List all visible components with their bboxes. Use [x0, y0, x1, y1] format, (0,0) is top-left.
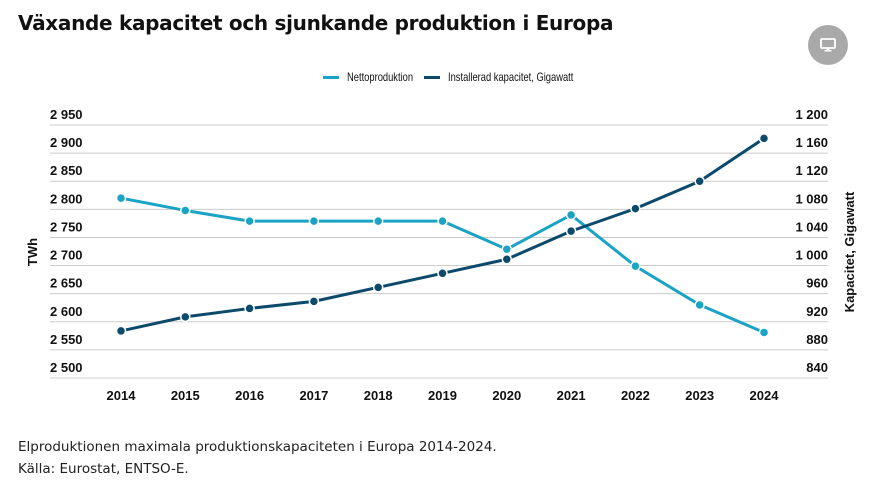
x-tick-label: 2021	[557, 388, 586, 403]
y-right-tick-label: 880	[806, 332, 828, 347]
y-right-tick-label: 1 200	[795, 107, 828, 122]
gridlines	[50, 124, 828, 379]
x-tick-label: 2020	[492, 388, 521, 403]
caption: Elproduktionen maximala produktionskapac…	[18, 436, 497, 480]
x-tick-label: 2016	[235, 388, 264, 403]
data-point[interactable]	[180, 205, 191, 216]
x-tick-label: 2018	[364, 388, 393, 403]
chart-title: Växande kapacitet och sjunkande produkti…	[18, 11, 614, 35]
x-tick-label: 2023	[685, 388, 714, 403]
x-tick-label: 2014	[107, 388, 137, 403]
series-capacity	[115, 133, 770, 337]
y-right-tick-label: 1 120	[795, 163, 828, 178]
y-right-tick-label: 840	[806, 360, 828, 375]
data-point[interactable]	[694, 299, 705, 311]
y-tick-label: 2 550	[50, 332, 83, 347]
monitor-icon	[820, 38, 836, 52]
y-tick-label: 2 900	[50, 135, 83, 150]
legend-item-capacity[interactable]: Installerad kapacitet, Gigawatt	[423, 70, 573, 84]
legend-swatch-netto	[323, 75, 340, 79]
y-tick-label: 2 750	[50, 219, 83, 234]
x-tick-label: 2017	[299, 388, 328, 403]
fullscreen-button[interactable]	[808, 25, 848, 65]
legend: Nettoproduktion Installerad kapacitet, G…	[0, 70, 892, 84]
y-axis-left-title: TWh	[25, 238, 40, 266]
series-netto	[115, 192, 770, 338]
data-point[interactable]	[501, 244, 513, 255]
line-capacity	[120, 137, 765, 333]
legend-label-netto: Nettoproduktion	[347, 70, 414, 84]
caption-source: Källa: Eurostat, ENTSO-E.	[18, 461, 189, 477]
data-point[interactable]	[308, 215, 320, 227]
data-point[interactable]	[115, 192, 127, 204]
data-point[interactable]	[244, 215, 255, 227]
data-point[interactable]	[115, 325, 127, 337]
x-axis-ticks: 2014 2015 2016 2017 2018 2019 2020 2021 2022 2023…	[107, 388, 780, 403]
data-point[interactable]	[437, 215, 448, 227]
y-right-tick-label: 920	[806, 304, 828, 319]
data-point[interactable]	[308, 296, 320, 307]
y-axis-right-title: Kapacitet, Gigawatt	[842, 191, 857, 312]
y-tick-label: 2 950	[50, 107, 83, 122]
data-point[interactable]	[180, 311, 191, 323]
legend-swatch-capacity	[423, 75, 440, 79]
y-right-tick-label: 1 080	[795, 191, 828, 206]
y-axis-right-ticks: 840 880 920 960 1 000 1 040 1 080 1 120 1 160 1 2…	[795, 107, 828, 375]
y-tick-label: 2 600	[50, 304, 83, 319]
data-point[interactable]	[565, 225, 577, 237]
line-chart: 2 500 2 550 2 600 2 650 2 700 2 750 2 800 2 850…	[25, 107, 857, 403]
x-tick-label: 2024	[750, 388, 780, 403]
x-tick-label: 2015	[171, 388, 200, 403]
data-point[interactable]	[244, 303, 255, 314]
data-point[interactable]	[372, 215, 384, 227]
data-point[interactable]	[630, 203, 641, 214]
y-tick-label: 2 850	[50, 163, 83, 178]
data-point[interactable]	[758, 133, 770, 144]
x-tick-label: 2019	[428, 388, 457, 403]
data-point[interactable]	[758, 327, 770, 338]
y-tick-label: 2 700	[50, 248, 83, 263]
data-point[interactable]	[501, 253, 513, 265]
legend-item-netto[interactable]: Nettoproduktion	[323, 70, 413, 84]
data-point[interactable]	[694, 175, 705, 187]
data-point[interactable]	[565, 209, 577, 221]
data-point[interactable]	[372, 282, 384, 293]
y-right-tick-label: 1 000	[795, 248, 828, 263]
y-tick-label: 2 500	[50, 360, 83, 375]
y-tick-label: 2 800	[50, 191, 83, 206]
x-tick-label: 2022	[621, 388, 650, 403]
series-layer	[115, 133, 770, 338]
y-tick-label: 2 650	[50, 276, 83, 291]
caption-description: Elproduktionen maximala produktionskapac…	[18, 439, 497, 455]
y-right-tick-label: 1 040	[795, 219, 828, 234]
data-point[interactable]	[630, 260, 641, 272]
y-axis-left-ticks: 2 500 2 550 2 600 2 650 2 700 2 750 2 800 2 850…	[50, 107, 83, 375]
legend-label-capacity: Installerad kapacitet, Gigawatt	[447, 70, 574, 84]
data-point[interactable]	[437, 268, 448, 279]
y-right-tick-label: 960	[806, 276, 828, 291]
y-right-tick-label: 1 160	[795, 135, 828, 150]
